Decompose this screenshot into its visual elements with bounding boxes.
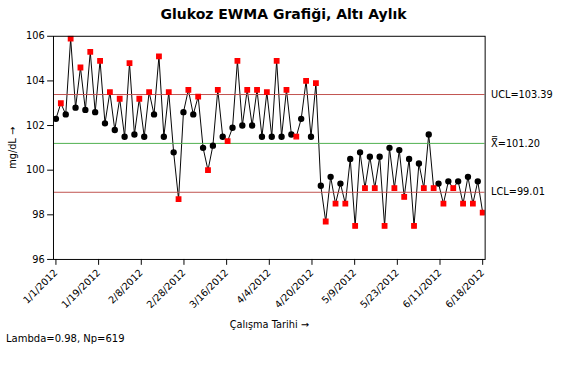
svg-text:5/9/2012: 5/9/2012: [319, 267, 358, 306]
svg-text:mg/dL →: mg/dL →: [7, 127, 18, 169]
svg-text:6/11/2012: 6/11/2012: [400, 267, 443, 310]
svg-text:4/20/2012: 4/20/2012: [272, 267, 315, 310]
html-text:Lambda=0.98, Np=619: Lambda=0.98, Np=619: [6, 333, 125, 345]
svg-text:3/16/2012: 3/16/2012: [187, 267, 230, 310]
svg-text:2/28/2012: 2/28/2012: [144, 267, 187, 310]
svg-text:102: 102: [26, 120, 45, 131]
svg-text:1/19/2012: 1/19/2012: [59, 267, 102, 310]
svg-text:4/4/2012: 4/4/2012: [234, 267, 273, 306]
svg-text:100: 100: [26, 164, 45, 175]
svg-text:2/8/2012: 2/8/2012: [106, 267, 145, 306]
svg-text:5/23/2012: 5/23/2012: [358, 267, 401, 310]
html-text:Glukoz EWMA Grafiği, Altı Aylı: Glukoz EWMA Grafiği, Altı Aylık: [160, 6, 407, 22]
svg-text:96: 96: [32, 254, 44, 265]
svg-text:6/18/2012: 6/18/2012: [443, 267, 486, 310]
svg-text:Çalışma Tarihi →: Çalışma Tarihi →: [230, 319, 309, 330]
svg-text:LCL=99.01: LCL=99.01: [491, 186, 545, 197]
svg-text:UCL=103.39: UCL=103.39: [491, 89, 553, 100]
svg-text:106: 106: [26, 30, 45, 41]
svg-text:98: 98: [32, 209, 44, 220]
svg-text:X̿=101.20: X̿=101.20: [491, 136, 540, 149]
svg-text:104: 104: [26, 75, 45, 86]
svg-text:1/1/2012: 1/1/2012: [21, 267, 60, 306]
